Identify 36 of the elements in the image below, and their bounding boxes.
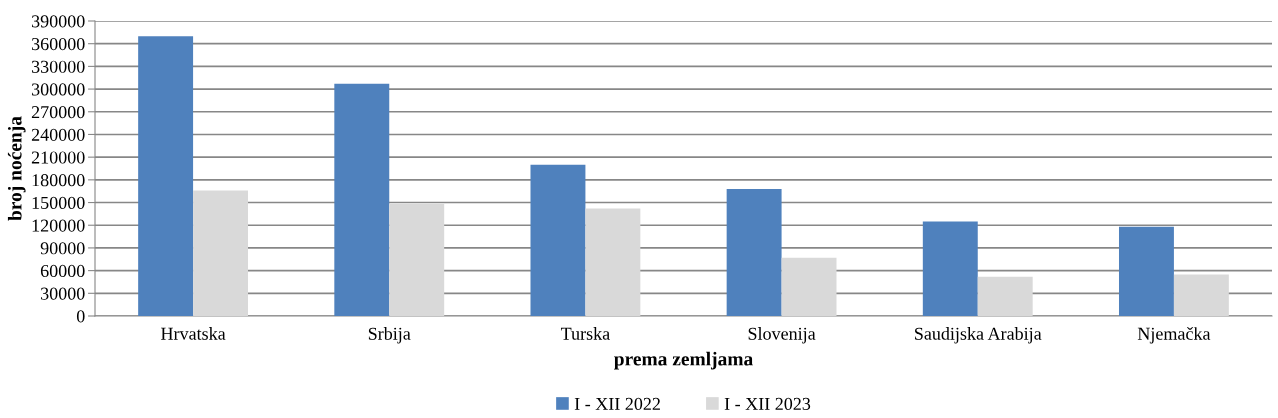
bar — [922, 221, 978, 316]
y-tick-label: 60000 — [40, 264, 85, 278]
x-tick-label: Njemačka — [1137, 327, 1211, 344]
bar — [193, 190, 249, 316]
bar — [389, 204, 445, 316]
x-tick-label: Slovenija — [748, 327, 816, 344]
bar — [726, 188, 782, 316]
bar — [334, 83, 390, 316]
bar — [530, 164, 586, 316]
x-tick-label: Turska — [560, 327, 610, 340]
y-tick-label: 270000 — [31, 106, 85, 119]
y-tick-label: 180000 — [32, 174, 85, 187]
y-tick-label: 90000 — [40, 242, 85, 255]
x-tick-label: Hrvatska — [161, 327, 226, 340]
y-tick-label: 0 — [76, 310, 85, 323]
y-tick-label: 240000 — [31, 128, 85, 141]
x-axis-title: prema zemljama — [614, 351, 753, 370]
y-tick-label: 150000 — [32, 196, 85, 209]
y-tick-label: 300000 — [31, 83, 85, 96]
y-axis-title: broj noćenja — [7, 116, 26, 221]
x-tick-label: Srbija — [368, 327, 411, 344]
y-tick-label: 360000 — [31, 37, 85, 51]
bar — [1118, 226, 1174, 316]
bar — [138, 36, 194, 316]
bar — [781, 257, 837, 316]
bar — [585, 208, 641, 316]
y-tick-label: 120000 — [32, 219, 85, 232]
x-tick-label: Saudijska Arabija — [915, 327, 1042, 344]
y-tick-label: 30000 — [41, 287, 85, 300]
bar — [977, 276, 1033, 316]
y-tick-label: 390000 — [31, 15, 85, 28]
legend-label: I - XII 2022 — [574, 397, 660, 410]
y-tick-label: 210000 — [31, 151, 85, 164]
bar — [1173, 274, 1229, 316]
y-tick-label: 330000 — [31, 60, 85, 73]
legend-label: I - XII 2023 — [724, 397, 811, 410]
